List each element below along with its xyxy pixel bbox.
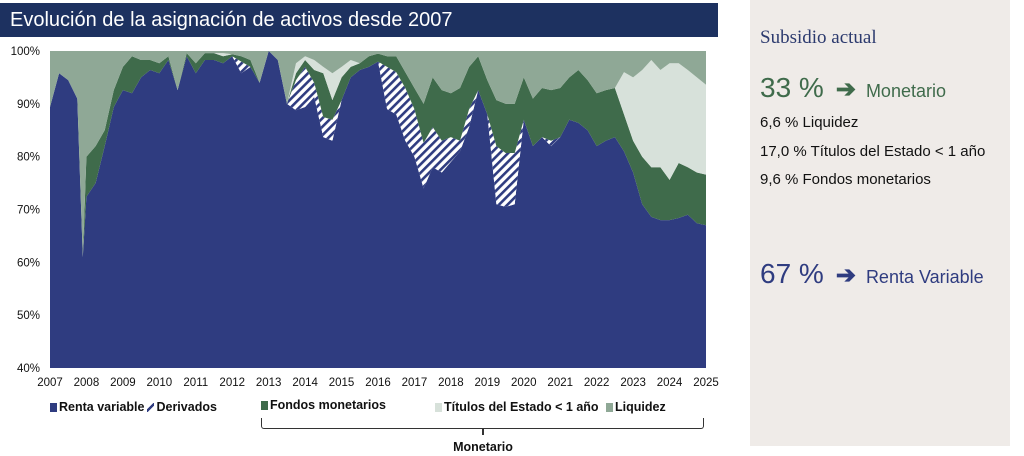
area-renta-variable (50, 51, 706, 368)
arrow-right-icon: ➔ (835, 262, 856, 289)
x-tick-label: 2025 (693, 377, 719, 389)
area-liquidez (50, 51, 706, 258)
y-tick-label: 50% (17, 310, 40, 322)
monetario-label: Monetario (865, 81, 946, 101)
x-tick-label: 2008 (74, 377, 100, 389)
monetario-percentage: 33 % (760, 72, 824, 103)
legend-label-liquidez: Liquidez (615, 400, 666, 414)
y-tick-label: 70% (17, 205, 40, 217)
arrow-right-icon: ➔ (835, 76, 856, 103)
chart-title: Evolución de la asignación de activos de… (0, 3, 718, 37)
titulos-line: 17,0 % Títulos del Estado < 1 año (760, 143, 986, 160)
x-tick-label: 2011 (183, 377, 208, 389)
renta-variable-percentage: 67 % (760, 258, 824, 289)
monetario-brace-tick (482, 428, 484, 435)
x-tick-label: 2015 (329, 377, 355, 389)
x-tick-label: 2013 (256, 377, 282, 389)
y-tick-label: 40% (17, 363, 40, 375)
legend-liquidez: Liquidez (606, 400, 666, 414)
x-tick-label: 2022 (584, 377, 610, 389)
legend-titulos: Títulos del Estado < 1 año (435, 400, 599, 414)
monetario-group-label: Monetario (453, 440, 513, 454)
x-tick-label: 2017 (402, 377, 428, 389)
x-tick-label: 2024 (657, 377, 683, 389)
renta-variable-summary: 67 % ➔ Renta Variable (760, 258, 984, 290)
y-tick-label: 60% (17, 257, 40, 269)
legend-label-fondos: Fondos monetarios (270, 398, 386, 412)
x-tick-label: 2010 (147, 377, 173, 389)
x-tick-label: 2018 (438, 377, 464, 389)
liquidez-line: 6,6 % Liquidez (760, 114, 859, 131)
monetario-summary: 33 % ➔ Monetario (760, 72, 946, 104)
x-tick-label: 2020 (511, 377, 537, 389)
area-titulos-estado (50, 51, 706, 258)
legend-swatch-derivados (147, 402, 155, 412)
legend-swatch-liquidez (606, 402, 613, 412)
x-tick-label: 2007 (37, 377, 63, 389)
y-tick-label: 90% (17, 99, 40, 111)
x-tick-label: 2016 (365, 377, 391, 389)
x-tick-label: 2014 (292, 377, 318, 389)
stacked-area-chart: 40% 50% 60% 70% 80% 90% 100% 2007 2008 2009 2010 2… (11, 46, 719, 389)
panel-heading: Subsidio actual (760, 27, 877, 48)
legend-label-titulos: Títulos del Estado < 1 año (444, 400, 599, 414)
legend-swatch-fondos (261, 400, 268, 410)
legend-swatch-titulos (435, 402, 442, 412)
x-tick-label: 2009 (110, 377, 136, 389)
area-fondos-monetarios (50, 51, 706, 258)
fondos-line: 9,6 % Fondos monetarios (760, 171, 931, 188)
legend-label-derivados: Derivados (156, 400, 217, 414)
x-tick-label: 2012 (219, 377, 245, 389)
x-tick-label: 2019 (475, 377, 501, 389)
y-tick-label: 100% (11, 46, 40, 58)
x-tick-label: 2023 (620, 377, 646, 389)
legend-label-renta-variable: Renta variable (59, 400, 145, 414)
x-tick-label: 2021 (547, 377, 573, 389)
current-allocation-panel: Subsidio actual 33 % ➔ Monetario 6,6 % L… (750, 0, 1010, 446)
legend-renta-variable: Renta variable Derivados (50, 400, 217, 414)
legend-fondos: Fondos monetarios (261, 398, 386, 412)
renta-variable-label: Renta Variable (865, 267, 984, 287)
y-tick-label: 80% (17, 152, 40, 164)
legend-swatch-renta-variable (50, 402, 57, 412)
